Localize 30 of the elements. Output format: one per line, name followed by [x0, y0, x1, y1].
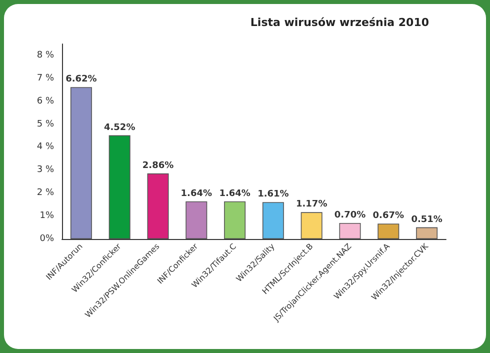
y-tick-label: 1%: [40, 211, 54, 222]
y-tick-label: 5 %: [36, 119, 54, 130]
data-label: 0.70%: [334, 210, 366, 220]
data-label: 1.61%: [258, 190, 289, 200]
y-tick-label: 3 %: [36, 165, 54, 176]
bar: [224, 201, 246, 239]
data-label: 1.64%: [180, 188, 212, 199]
data-label: 6.62%: [66, 74, 97, 85]
bar: [262, 202, 284, 239]
bar: [70, 87, 92, 239]
data-label: 1.64%: [219, 188, 250, 199]
bar: [147, 173, 169, 239]
data-label: 2.86%: [142, 160, 174, 171]
bar: [300, 212, 322, 239]
data-label: 1.17%: [296, 200, 328, 210]
y-tick-label: 6 %: [36, 96, 54, 106]
y-tick-label: 8 %: [36, 50, 54, 60]
bar: [108, 135, 130, 239]
data-label: 4.52%: [104, 122, 136, 133]
bar: [378, 224, 400, 239]
y-tick-label: 7 %: [36, 73, 54, 84]
y-tick-label: 4 %: [36, 142, 54, 152]
y-tick-label: 0%: [40, 234, 54, 244]
bar: [186, 201, 208, 239]
bar: [416, 227, 438, 239]
y-tick-label: 2 %: [36, 188, 54, 198]
data-label: 0.51%: [411, 214, 442, 225]
bar: [339, 222, 361, 239]
chart-title: Lista wirusów września 2010: [250, 16, 430, 29]
data-label: 0.67%: [372, 211, 404, 222]
